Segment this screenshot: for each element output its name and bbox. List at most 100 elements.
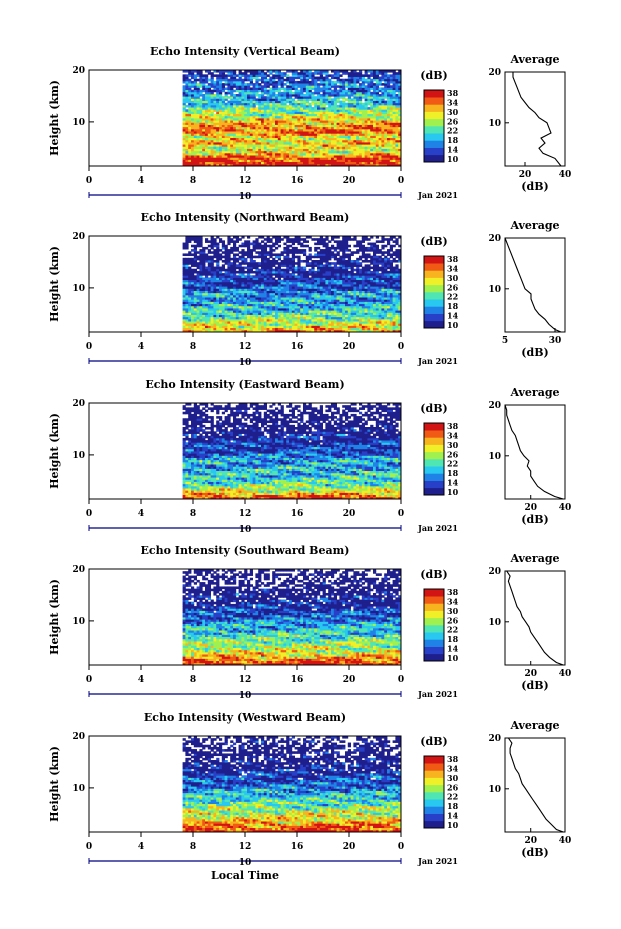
heatmap-cell [373, 159, 377, 163]
heatmap-cell [216, 146, 220, 149]
heatmap-cell [249, 135, 253, 139]
heatmap-cell [387, 157, 391, 160]
heatmap-cell [398, 87, 402, 91]
heatmap-cell [272, 107, 276, 110]
heatmap-cell [272, 115, 276, 119]
heatmap-cell [294, 118, 298, 121]
heatmap-cell [303, 142, 307, 145]
heatmap-cell [289, 104, 293, 108]
heatmap-cell [314, 142, 318, 145]
heatmap-cell [238, 144, 242, 147]
heatmap-cell [361, 128, 365, 132]
heatmap-cell [367, 142, 371, 145]
heatmap-cell [303, 155, 307, 158]
heatmap-cell [230, 155, 234, 158]
heatmap-cell [196, 161, 200, 165]
heatmap-cell [216, 89, 220, 93]
heatmap-cell [283, 107, 287, 110]
heatmap-cell [345, 102, 349, 106]
heatmap-cell [389, 109, 393, 112]
heatmap-cell [331, 107, 335, 110]
heatmap-cell [364, 91, 368, 95]
panel-1: Echo Intensity (Vertical Beam)Height (km… [48, 45, 571, 202]
heatmap-cell [249, 155, 253, 158]
heatmap-cell [325, 148, 329, 152]
heatmap-cell [297, 146, 301, 149]
heatmap-cell [261, 85, 265, 88]
heatmap-cell [191, 152, 195, 156]
heatmap-cell [196, 96, 200, 99]
heatmap-cell [317, 159, 321, 163]
heatmap-cell [384, 139, 388, 143]
heatmap-cell [238, 115, 242, 119]
heatmap-cell [244, 152, 248, 156]
heatmap-cell [345, 78, 349, 82]
heatmap-cell [294, 142, 298, 145]
heatmap-cell [235, 159, 239, 163]
heatmap-cell [303, 131, 307, 134]
heatmap-cell [370, 150, 374, 154]
heatmap-cell [389, 150, 393, 154]
heatmap-cell [277, 155, 281, 158]
heatmap-cell [244, 148, 248, 152]
heatmap-cell [317, 107, 321, 110]
heatmap-cell [227, 87, 231, 91]
heatmap-cell [188, 133, 192, 136]
heatmap-cell [361, 89, 365, 93]
heatmap-cell [286, 89, 290, 93]
heatmap-cell [244, 83, 248, 86]
heatmap-cell [378, 148, 382, 152]
heatmap-cell [370, 113, 374, 117]
heatmap-cell [244, 96, 248, 99]
heatmap-cell [350, 150, 354, 154]
heatmap-cell [182, 133, 186, 136]
heatmap-cell [387, 131, 391, 134]
heatmap-cell [266, 161, 270, 165]
heatmap-cell [277, 102, 281, 106]
heatmap-cell [275, 102, 279, 106]
heatmap-cell [389, 135, 393, 139]
heatmap-cell [283, 126, 287, 130]
heatmap-cell [227, 113, 231, 117]
heatmap-cell [333, 152, 337, 156]
heatmap-cell [325, 111, 329, 115]
heatmap-cell [230, 163, 234, 167]
heatmap-cell [216, 107, 220, 110]
heatmap-cell [289, 133, 293, 136]
heatmap-cell [291, 157, 295, 160]
heatmap-cell [283, 155, 287, 158]
heatmap-cell [196, 94, 200, 97]
heatmap-cell [328, 113, 332, 117]
heatmap-cell [188, 78, 192, 82]
heatmap-cell [255, 148, 259, 152]
heatmap-cell [244, 91, 248, 95]
heatmap-cell [238, 91, 242, 95]
heatmap-cell [361, 107, 365, 110]
heatmap-cell [286, 113, 290, 117]
heatmap-cell [263, 96, 267, 99]
heatmap-cell [317, 94, 321, 97]
heatmap-cell [275, 128, 279, 132]
heatmap-cell [333, 135, 337, 139]
heatmap-cell [322, 150, 326, 154]
heatmap-cell [336, 142, 340, 145]
heatmap-cell [339, 137, 343, 141]
heatmap-cell [325, 146, 329, 149]
heatmap-cell [389, 142, 393, 145]
heatmap-cell [266, 89, 270, 93]
heatmap-cell [322, 104, 326, 108]
heatmap-cell [238, 150, 242, 154]
heatmap-cell [213, 131, 217, 134]
heatmap-cell [280, 146, 284, 149]
heatmap-cell [266, 98, 270, 101]
heatmap-cell [266, 74, 270, 77]
heatmap-cell [280, 159, 284, 163]
heatmap-cell [249, 159, 253, 163]
heatmap-cell [361, 146, 365, 149]
heatmap-cell [185, 124, 189, 128]
heatmap-cell [305, 152, 309, 156]
heatmap-cell [339, 102, 343, 106]
x-tick-label: 0 [398, 176, 404, 186]
heatmap-cell [269, 163, 273, 167]
heatmap-cell [308, 91, 312, 95]
